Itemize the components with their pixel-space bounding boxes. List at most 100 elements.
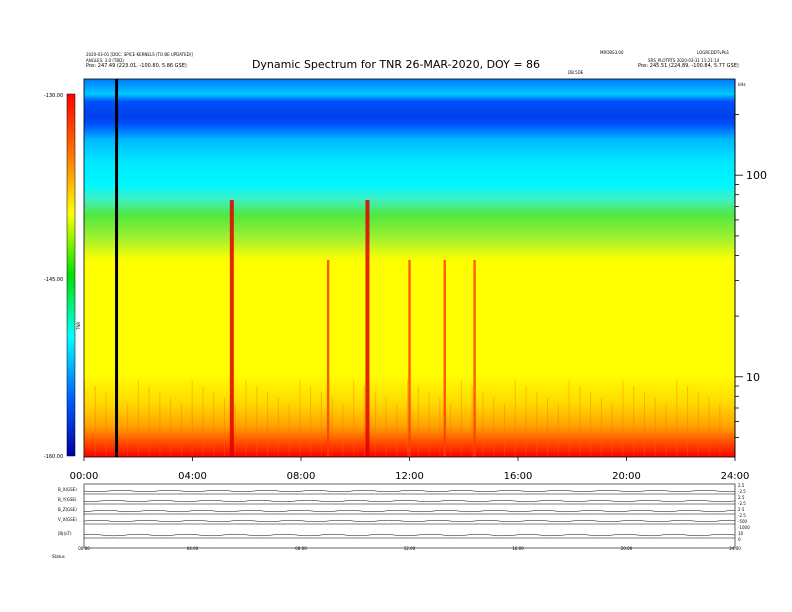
subpanel-right-tick: 10 <box>738 531 744 536</box>
x-tick-label: 16:00 <box>504 471 533 482</box>
noise-streak <box>127 404 129 457</box>
x-tick-label: 08:00 <box>287 471 316 482</box>
status-label: Status <box>52 554 65 559</box>
subpanel-trace <box>83 509 736 513</box>
noise-streak <box>654 398 656 457</box>
burst-streak <box>473 260 476 457</box>
noise-streak <box>267 392 269 457</box>
subpanel-x-tick: 16:00 <box>512 546 524 551</box>
noise-streak <box>633 386 635 457</box>
burst-streak <box>229 200 234 457</box>
subpanel-trace <box>83 533 736 537</box>
noise-streak <box>353 380 355 457</box>
noise-streak <box>547 398 549 457</box>
x-tick-label: 12:00 <box>395 471 424 482</box>
noise-streak <box>439 398 441 457</box>
noise-streak <box>503 404 505 457</box>
noise-streak <box>234 404 236 457</box>
noise-streak <box>719 404 721 457</box>
subpanel-trace <box>83 499 736 503</box>
chart-title: Dynamic Spectrum for TNR 26-MAR-2020, DO… <box>251 58 541 71</box>
subpanel-x-tick: 00:00 <box>78 546 90 551</box>
noise-streak <box>363 386 365 457</box>
subpanel-x-tick: 12:00 <box>404 546 416 551</box>
noise-streak <box>396 404 398 457</box>
noise-streak <box>407 380 409 457</box>
noise-streak <box>170 398 172 457</box>
subpanels: B_X(GSE) B_Y(GSE) B_Z(GSE) V_X(GSE) |B|(nT) S… <box>52 483 750 559</box>
noise-streak <box>525 386 527 457</box>
noise-streak <box>611 404 613 457</box>
x-axis: 00:00 04:00 08:00 12:00 16:00 20:00 24:00 <box>70 457 749 482</box>
noise-streak <box>342 404 344 457</box>
noise-streak <box>622 380 624 457</box>
noise-streak <box>223 398 225 457</box>
colorbar-tick-mid: -145.00 <box>44 277 63 283</box>
noise-streak <box>514 380 516 457</box>
subpanel-trace <box>83 519 736 523</box>
header-right-line2: LOGRCDDTvPb1 <box>697 50 730 55</box>
colorbar <box>66 93 76 457</box>
header-left-line3: Pos: 247.49 (223.01, -100.80, 5.86 GSE) <box>86 63 187 69</box>
noise-streak <box>579 386 581 457</box>
noise-streak <box>331 398 333 457</box>
subpanel-frame <box>83 483 736 549</box>
noise-streak <box>428 392 430 457</box>
noise-streak <box>600 398 602 457</box>
x-tick-label: 04:00 <box>178 471 207 482</box>
noise-streak <box>557 404 559 457</box>
header-left-line2: ANGLES: 3.0 (TBD) <box>86 58 124 63</box>
colorbar-label: TNR <box>76 322 81 331</box>
subpanel-right-tick: -2.5 <box>738 489 746 494</box>
noise-streak <box>417 386 419 457</box>
y-tick-label-100: 100 <box>746 169 767 182</box>
noise-streak <box>310 386 312 457</box>
noise-streak <box>299 380 301 457</box>
subpanel-x-tick: 04:00 <box>187 546 199 551</box>
noise-streak <box>450 404 452 457</box>
y-axis-right: 100 10 kHz <box>734 79 767 457</box>
noise-streak <box>385 398 387 457</box>
colorbar-tick-top: -130.00 <box>44 93 63 99</box>
y-tick-label-10: 10 <box>746 371 760 384</box>
burst-layer <box>84 200 721 457</box>
noise-streak <box>643 392 645 457</box>
subpanel-row-label: B_X(GSE) <box>58 487 77 492</box>
y-axis-unit: kHz <box>738 82 745 87</box>
noise-streak <box>687 386 689 457</box>
subpanel-x-tick: 24:00 <box>729 546 741 551</box>
subpanel-row-label: |B|(nT) <box>58 531 72 536</box>
noise-streak <box>374 392 376 457</box>
noise-streak <box>460 380 462 457</box>
noise-streak <box>676 380 678 457</box>
noise-streak <box>708 398 710 457</box>
noise-streak <box>568 380 570 457</box>
subpanel-right-tick: -500 <box>738 519 748 524</box>
subpanel-x-tick: 20:00 <box>621 546 633 551</box>
subpanel-row-label: B_Z(GSE) <box>58 507 77 512</box>
burst-streak <box>408 260 411 457</box>
colorbar-tick-bottom: -160.00 <box>44 454 63 460</box>
burst-streak <box>365 200 370 457</box>
burst-streak <box>443 260 446 457</box>
noise-streak <box>665 404 667 457</box>
noise-streak <box>320 392 322 457</box>
subpanel-x-tick: 08:00 <box>295 546 307 551</box>
subpanel-right-tick: 0 <box>738 537 741 542</box>
noise-streak <box>105 392 107 457</box>
x-tick-label: 00:00 <box>70 471 99 482</box>
noise-streak <box>159 392 161 457</box>
noise-streak <box>256 386 258 457</box>
x-tick-label: 20:00 <box>612 471 641 482</box>
subpanel-row-label: B_Y(GSE) <box>58 497 77 502</box>
subpanel-trace <box>83 489 736 493</box>
subpanel-right-tick: 2.5 <box>738 495 745 500</box>
noise-streak <box>590 392 592 457</box>
header-right-line4: Pos: 245.51 (224.89, -100.84, 5.77 GSE) <box>638 63 739 69</box>
subpanel-right-tick: -2.5 <box>738 501 746 506</box>
subpanel-row-label: V_X(GSE) <box>58 517 77 522</box>
noise-streak <box>180 404 182 457</box>
header-right-line3: SRS_PLOTRTS 2020-03-31 11:21:14 <box>648 58 720 63</box>
noise-streak <box>94 386 96 457</box>
